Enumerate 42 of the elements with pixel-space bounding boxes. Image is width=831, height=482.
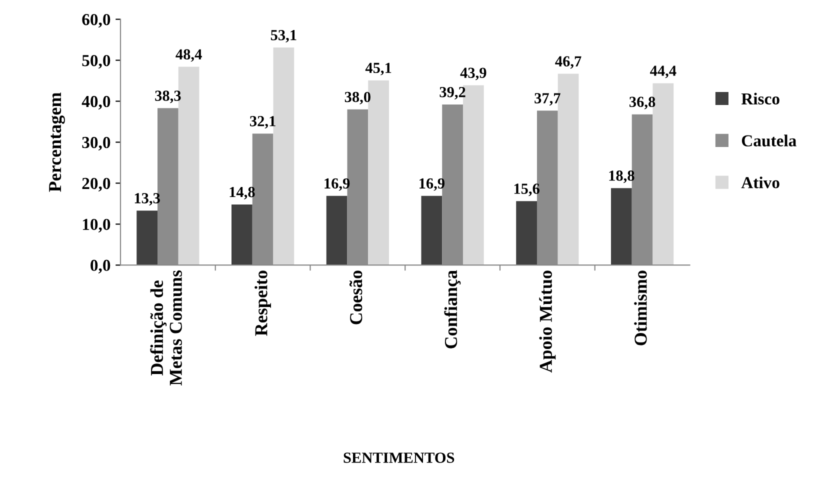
y-tick-label: 50,0 [82, 54, 110, 69]
data-label: 32,1 [250, 116, 276, 129]
data-label: 46,7 [555, 56, 582, 69]
bar [326, 196, 348, 266]
data-label: 13,3 [134, 193, 160, 206]
x-tick-label: Confiança [444, 270, 461, 348]
x-tick-label: Otimismo [634, 270, 647, 346]
data-label: 38,3 [155, 90, 181, 104]
legend-label: Cautela [742, 134, 796, 146]
data-label: 16,9 [420, 178, 444, 191]
legend-label: Ativo [741, 176, 780, 188]
data-label: 15,6 [514, 184, 540, 196]
x-tick-label: Coesão [349, 270, 362, 324]
y-axis-title: Percentagem [49, 92, 65, 192]
data-label: 53,1 [270, 30, 296, 42]
y-tick-label: 30,0 [82, 136, 110, 151]
data-label: 38,0 [344, 92, 370, 104]
y-tick-label: 0,0 [90, 260, 110, 274]
data-label: 14,8 [230, 186, 255, 200]
data-label: 45,1 [365, 62, 392, 76]
y-tick-label: 40,0 [82, 96, 110, 110]
y-tick-label: 10,0 [82, 218, 110, 232]
x-tick-label: Respeito [254, 270, 271, 336]
data-label: 37,7 [534, 93, 560, 106]
x-tick-label: Definição de Metas Comuns [150, 270, 182, 386]
y-tick-label: 20,0 [82, 178, 110, 192]
data-label: 36,8 [630, 96, 656, 110]
data-label: 39,2 [440, 86, 466, 100]
x-axis-title: SENTIMENTOS [344, 452, 454, 463]
data-label: 18,8 [609, 170, 634, 184]
y-tick-label: 60,0 [82, 14, 110, 28]
bar [610, 188, 632, 266]
data-label: 48,4 [176, 49, 202, 62]
data-label: 16,9 [324, 178, 350, 191]
bar [231, 204, 252, 266]
legend-label: Risco [741, 92, 780, 105]
x-tick-label: Apoio Mútuo [539, 270, 556, 373]
bar [421, 196, 442, 266]
data-label: 43,9 [460, 68, 486, 80]
data-label: 44,4 [650, 66, 676, 78]
bar [136, 210, 158, 266]
bar [516, 201, 537, 266]
